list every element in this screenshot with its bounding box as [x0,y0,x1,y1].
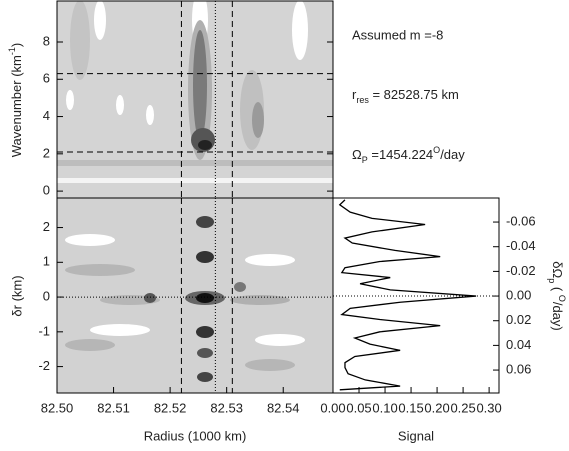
y-tick-label: -0.02 [506,263,536,278]
y-tick-label: 6 [43,71,50,86]
annotation: rres = 82528.75 km [352,87,459,105]
y-tick-label: 8 [43,33,50,48]
annotation-part: res [356,95,369,105]
annotation-part: P [362,155,368,165]
y-tick-label: -2 [38,358,50,373]
x-tick-label: 0.05 [346,400,371,415]
y-axis-label-part: -1 [7,47,17,55]
annotation: ΩP =1454.224O/day [352,145,465,165]
x-tick-label: 0.15 [398,400,423,415]
y-tick-label: 4 [43,108,50,123]
y-tick-label: -0.04 [506,238,536,253]
x-axis-label: Signal [398,428,434,443]
signal-line [338,199,477,391]
x-tick-label: 82.50 [41,400,74,415]
annotation-part: = 82528.75 km [369,87,459,102]
y-axis-label: Wavenumber (km-1) [7,43,24,157]
y-axis-label: δΩp ( O/day) [547,261,567,330]
y-axis-label-part: Wavenumber (km [9,55,24,157]
y-tick-label: -1 [38,323,50,338]
x-tick-label: 0.00 [320,400,345,415]
annotation-part: O [433,145,440,155]
y-tick-label: 0 [43,289,50,304]
contour-top [57,1,333,198]
y-tick-label: 0.02 [506,312,531,327]
annotation-part: /day [440,147,465,162]
y-tick-label: 0.04 [506,337,531,352]
x-tick-label: 0.25 [450,400,475,415]
contour-bottom [57,198,333,393]
y-axis-label-part: ( [550,283,565,295]
x-axis-label: Radius (1000 km) [144,428,247,443]
annotation-part: r [352,87,357,102]
y-axis-label-part: p [547,278,557,283]
y-tick-label: 0 [43,183,50,198]
y-tick-label: 2 [43,219,50,234]
y-tick-label: 0.06 [506,361,531,376]
x-tick-label: 0.20 [424,400,449,415]
frame-right [332,197,500,394]
x-tick-label: 82.52 [154,400,187,415]
x-tick-label: 82.53 [210,400,243,415]
y-axis-label: δr (km) [9,275,24,316]
y-tick-label: 2 [43,145,50,160]
y-tick-label: 1 [43,254,50,269]
annotation-part: =1454.224 [368,147,433,162]
y-tick-label: -0.06 [506,213,536,228]
x-tick-label: 82.54 [267,400,300,415]
x-tick-label: 0.10 [372,400,397,415]
y-axis-label-part: /day) [550,302,565,331]
y-axis-label-part: O [557,295,567,302]
annotation: Assumed m =-8 [352,27,443,42]
y-axis-label-part: δΩ [550,261,565,278]
annotation-part: Ω [352,147,362,162]
x-tick-label: 82.51 [97,400,130,415]
y-axis-label-part: ) [9,43,24,47]
x-tick-label: 0.30 [476,400,501,415]
y-tick-label: 0.00 [506,287,531,302]
